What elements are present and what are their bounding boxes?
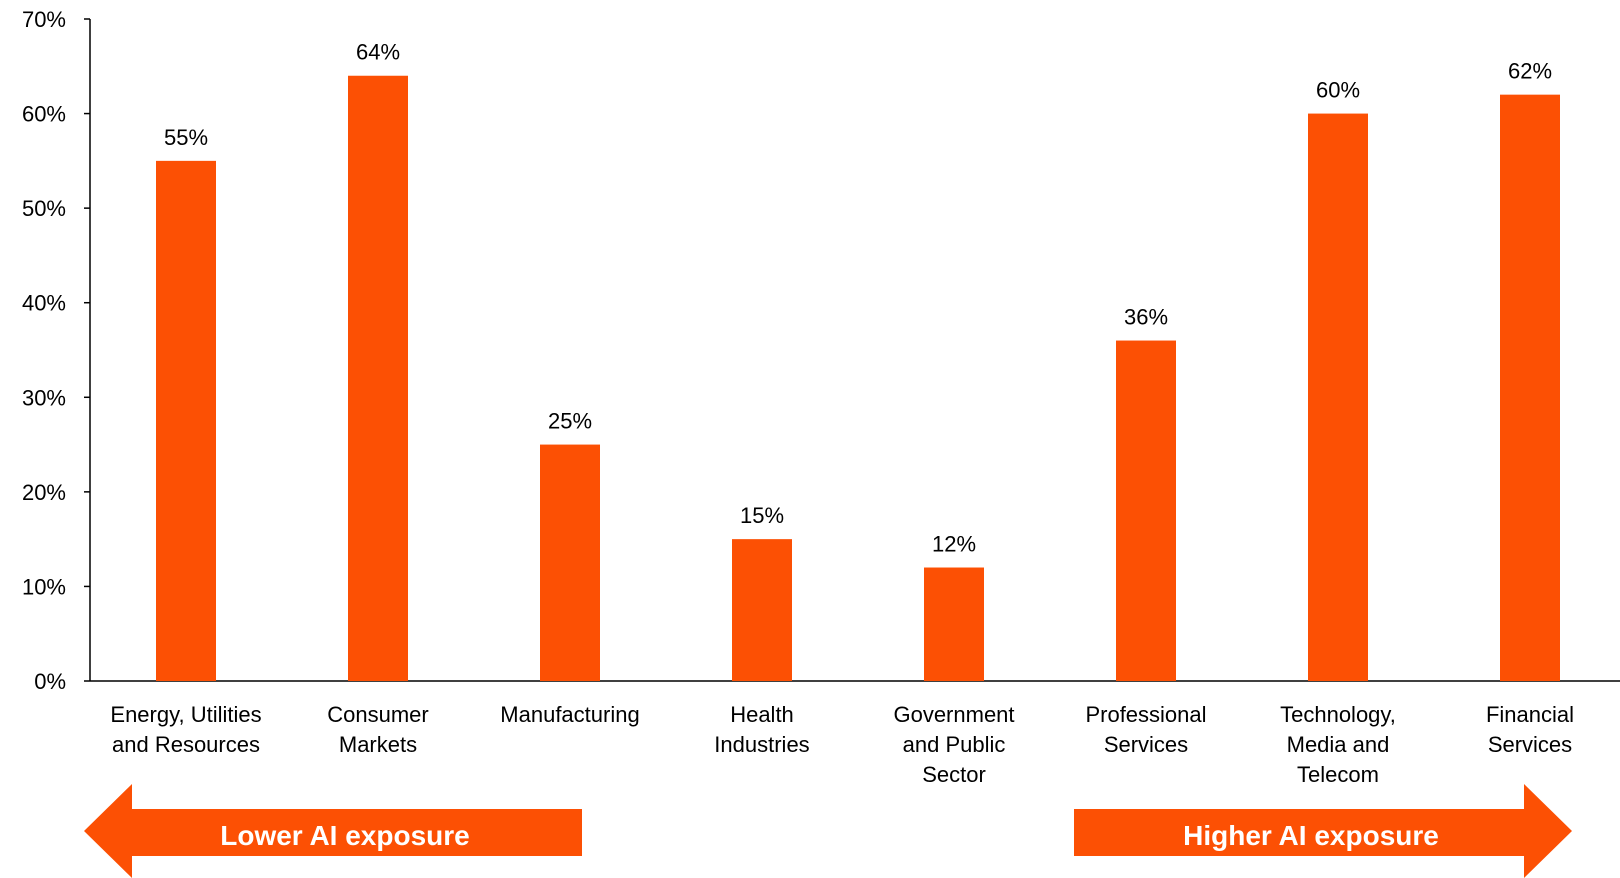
right-arrow-shape (1074, 784, 1572, 878)
y-tick-label: 10% (22, 574, 66, 599)
bar-data-label: 64% (356, 40, 400, 65)
y-tick-label: 20% (22, 480, 66, 505)
x-category-label: Consumer (327, 702, 428, 727)
bar (156, 160, 216, 681)
x-category-label: and Resources (112, 732, 260, 757)
x-category-label: Technology, (1280, 702, 1396, 727)
x-category-label: and Public (903, 732, 1006, 757)
axes (89, 19, 1620, 682)
x-category-label: Health (730, 702, 794, 727)
x-category-label: Services (1104, 732, 1188, 757)
x-category-label: Sector (922, 762, 986, 787)
category-labels: Energy, Utilities and Resources Consumer Ma… (110, 702, 1574, 787)
y-tick-label: 40% (22, 291, 66, 316)
data-labels: 55% 64% 25% 15% 12% 36% 60% 62% (164, 40, 1552, 557)
lower-ai-exposure-label: Lower AI exposure (220, 820, 469, 851)
x-category-label: Telecom (1297, 762, 1379, 787)
bar (1116, 340, 1176, 681)
x-category-label: Industries (714, 732, 809, 757)
bars (156, 75, 1560, 682)
x-category-label: Professional (1085, 702, 1206, 727)
bar (924, 567, 984, 681)
bar-data-label: 62% (1508, 59, 1552, 84)
y-tick-label: 60% (22, 102, 66, 127)
x-category-label: Markets (339, 732, 417, 757)
x-category-label: Media and (1287, 732, 1390, 757)
bar (1308, 113, 1368, 682)
lower-ai-exposure-arrow: Lower AI exposure (84, 784, 582, 878)
x-category-label: Government (893, 702, 1014, 727)
x-category-label: Manufacturing (500, 702, 639, 727)
y-tick-label: 30% (22, 385, 66, 410)
higher-ai-exposure-label: Higher AI exposure (1183, 820, 1439, 851)
y-tick-label: 70% (22, 7, 66, 32)
y-tick-label: 50% (22, 196, 66, 221)
y-ticks: 0% 10% 20% 30% 40% 50% 60% 70% (22, 7, 90, 694)
x-category-label: Energy, Utilities (110, 702, 261, 727)
x-category-label: Financial (1486, 702, 1574, 727)
bar-data-label: 12% (932, 532, 976, 557)
bar-data-label: 36% (1124, 305, 1168, 330)
bar (732, 539, 792, 681)
x-category-label: Services (1488, 732, 1572, 757)
bar (1500, 94, 1560, 681)
higher-ai-exposure-arrow: Higher AI exposure (1074, 784, 1572, 878)
bar-data-label: 15% (740, 503, 784, 528)
y-tick-label: 0% (34, 669, 66, 694)
bar (540, 444, 600, 681)
bar-data-label: 60% (1316, 78, 1360, 103)
left-arrow-shape (84, 784, 582, 878)
bar-data-label: 25% (548, 409, 592, 434)
bar (348, 75, 408, 681)
bar-data-label: 55% (164, 125, 208, 150)
